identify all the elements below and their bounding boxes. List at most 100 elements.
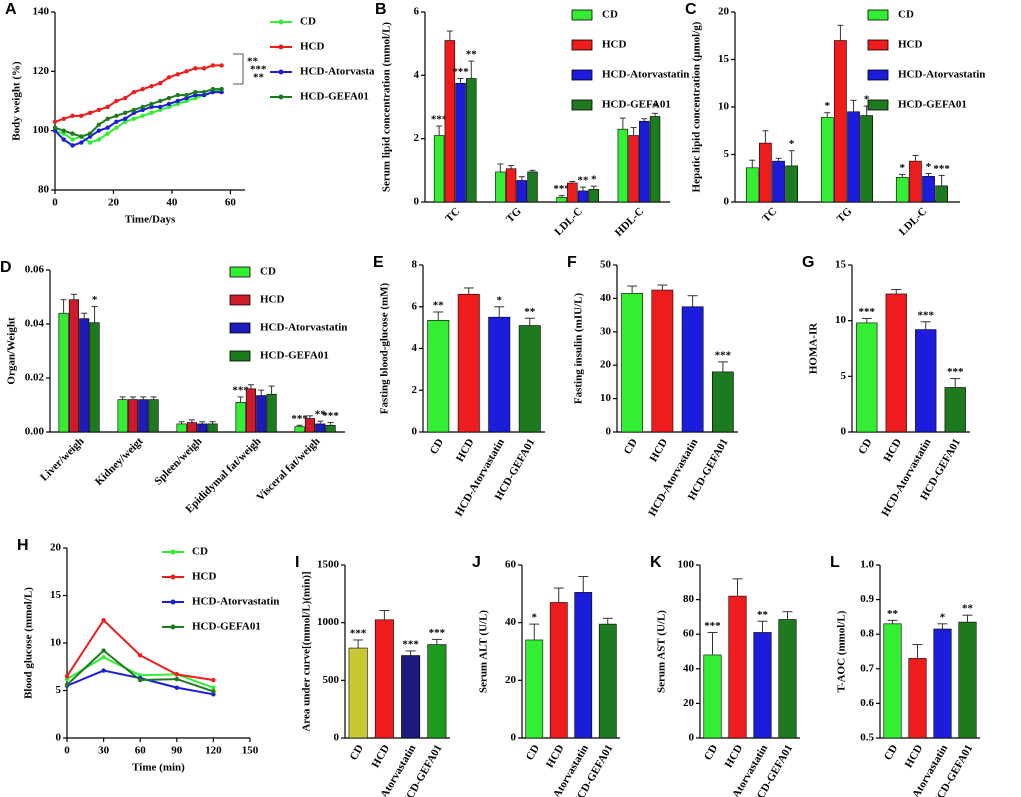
- significance: ***: [704, 620, 721, 632]
- bar: [759, 142, 772, 203]
- legend-swatch: [229, 350, 251, 362]
- y-tick-label: 15: [50, 589, 62, 601]
- point: [101, 618, 106, 623]
- legend-swatch: [867, 99, 889, 111]
- significance: ***: [715, 349, 732, 361]
- bar: [621, 293, 644, 433]
- significance: ***: [947, 366, 964, 378]
- legend-label: HCD-GEFA01: [192, 621, 261, 633]
- bar: [922, 176, 935, 203]
- point: [105, 116, 110, 122]
- point: [87, 110, 93, 116]
- y-tick-label: 30: [600, 325, 612, 337]
- point: [114, 125, 119, 130]
- point: [52, 125, 58, 130]
- legend-swatch: [867, 39, 889, 51]
- bar: [294, 426, 305, 433]
- y-axis-label: Body weight (%): [11, 61, 23, 141]
- point: [131, 107, 137, 113]
- y-axis-label: Area under curve[(mmol/L)(min)]: [301, 571, 313, 731]
- bar: [847, 111, 860, 203]
- significance: *: [591, 174, 597, 186]
- significance: **: [247, 56, 259, 68]
- point: [70, 131, 75, 136]
- bar: [628, 135, 639, 203]
- y-tick-label: 20: [600, 359, 612, 371]
- point: [184, 69, 189, 74]
- panel-letter: A: [5, 1, 17, 18]
- y-tick-label: 0: [724, 196, 730, 208]
- bar: [860, 115, 873, 203]
- point: [149, 83, 154, 89]
- point: [114, 113, 119, 119]
- bar: [883, 623, 902, 739]
- point: [70, 137, 75, 142]
- y-tick-label: 20: [683, 697, 695, 709]
- legend-label: CD: [192, 546, 208, 558]
- significance: *: [825, 100, 831, 112]
- bar: [325, 424, 336, 433]
- y-tick-label: 5: [724, 148, 730, 160]
- legend-label: HCD: [192, 571, 217, 583]
- significance: *: [789, 138, 795, 150]
- x-tick-label: 20: [108, 197, 120, 209]
- bar: [176, 423, 187, 433]
- bar: [466, 78, 477, 203]
- bar: [374, 619, 394, 739]
- point: [158, 98, 163, 104]
- significance: *: [900, 162, 906, 174]
- point: [166, 95, 172, 101]
- point: [138, 653, 143, 658]
- y-tick-label: 5: [56, 684, 62, 696]
- bar: [433, 135, 445, 203]
- point: [61, 116, 66, 122]
- point: [174, 672, 179, 677]
- y-tick-label: 2: [412, 384, 418, 396]
- y-tick-label: 1500: [317, 559, 340, 571]
- point: [140, 104, 145, 110]
- bar: [457, 293, 480, 433]
- y-tick-label: 20: [718, 6, 730, 18]
- point: [131, 89, 137, 95]
- bar: [639, 120, 650, 203]
- y-tick-label: 40: [505, 616, 517, 628]
- y-axis-label: Fasting insulin (mIU/L): [573, 293, 585, 405]
- y-tick-label: 140: [33, 6, 50, 18]
- bar: [527, 171, 538, 203]
- bar: [649, 116, 661, 203]
- point: [166, 75, 172, 80]
- bar: [820, 117, 834, 203]
- bar: [785, 165, 798, 203]
- legend-swatch: [867, 9, 889, 21]
- y-tick-label: 40: [683, 662, 695, 674]
- y-tick-label: 10: [600, 392, 612, 404]
- y-tick-label: 2: [414, 132, 420, 144]
- bar: [455, 82, 466, 203]
- point: [64, 674, 70, 679]
- panel-letter: C: [685, 1, 697, 18]
- significance: ***: [429, 627, 446, 639]
- point: [122, 95, 128, 101]
- x-tick-label: HCD: [648, 437, 671, 464]
- legend-label: HCD-GEFA01: [300, 91, 369, 103]
- bar: [856, 322, 878, 433]
- point: [211, 685, 216, 690]
- x-tick-label: 120: [205, 745, 222, 757]
- significance: ***: [322, 410, 339, 422]
- bar: [89, 322, 100, 433]
- panel-letter: J: [472, 554, 481, 571]
- y-axis-label: Serum lipid concentration (mmol/L): [381, 22, 393, 193]
- point: [174, 676, 179, 682]
- bar: [79, 318, 90, 433]
- x-tick-label: HCD: [544, 743, 567, 770]
- significance: ***: [250, 64, 267, 76]
- point: [101, 655, 106, 660]
- bar: [549, 602, 568, 739]
- legend-marker: [278, 19, 284, 25]
- bar: [488, 316, 511, 433]
- legend-label: CD: [300, 16, 316, 28]
- bar: [518, 325, 541, 433]
- significance: **: [887, 608, 899, 620]
- y-axis-label: Fasting blood-glucose (mM): [379, 282, 391, 414]
- x-tick-label: Spleen/weigh: [152, 435, 204, 487]
